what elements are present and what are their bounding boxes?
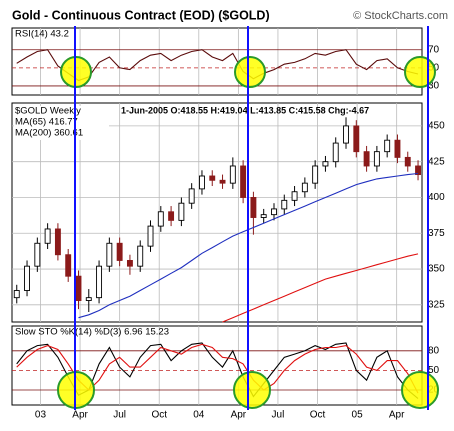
candle-body	[404, 156, 411, 167]
y-tick-label: 50	[428, 365, 440, 376]
x-tick-label: 04	[193, 410, 205, 421]
candle-body	[54, 228, 61, 256]
candle-body	[44, 228, 51, 244]
y-tick-label: 450	[428, 121, 445, 132]
y-tick-label: 70	[428, 44, 440, 55]
legend-entry: MA(200) 360.61	[15, 128, 83, 139]
candle-body	[240, 165, 247, 198]
panel-label: $GOLD Weekly	[15, 106, 81, 117]
candle-body	[199, 175, 205, 190]
x-tick-label: Oct	[310, 410, 326, 421]
x-tick-label: Jul	[272, 410, 285, 421]
x-tick-label: Oct	[151, 410, 167, 421]
candle-body	[178, 202, 185, 221]
price-info: 1-Jun-2005 O:418.55 H:419.04 L:413.85 C:…	[121, 105, 369, 115]
x-tick-label: 05	[352, 410, 364, 421]
candle-body	[384, 139, 391, 153]
series-line	[222, 253, 419, 323]
y-tick-label: 375	[428, 228, 445, 239]
legend-entry: MA(65) 416.77	[15, 117, 78, 128]
candle-body	[106, 242, 113, 267]
plot: 705030325350375400425450805020RSI(14) 43…	[11, 27, 445, 421]
candle-body	[260, 214, 267, 218]
y-tick-label: 325	[428, 299, 445, 310]
candle-body	[137, 245, 144, 267]
candle-body	[312, 165, 319, 184]
candle-body	[126, 260, 133, 267]
candle-body	[209, 175, 216, 181]
candle-body	[168, 211, 175, 221]
candle-body	[250, 197, 257, 218]
highlight	[401, 371, 439, 409]
candle-body	[147, 225, 154, 247]
candle-body	[188, 188, 195, 204]
source: © StockCharts.com	[353, 10, 448, 22]
candle-body	[353, 125, 360, 153]
candle-body	[343, 125, 349, 144]
label-bg	[14, 106, 109, 140]
candle-body	[157, 211, 164, 227]
candle-body	[96, 265, 103, 299]
candle-body	[281, 199, 288, 210]
candle-body	[271, 208, 277, 216]
candle-body	[13, 290, 20, 299]
x-tick-label: Apr	[389, 410, 405, 421]
candle-body	[229, 165, 236, 184]
candle-body	[363, 151, 370, 167]
candle-body	[65, 254, 72, 277]
candle-body	[219, 179, 226, 184]
candle-body	[394, 139, 401, 158]
candle-body	[85, 297, 92, 301]
y-tick-label: 400	[428, 192, 445, 203]
x-tick-label: Apr	[231, 410, 247, 421]
y-tick-label: 30	[428, 81, 440, 92]
candle-body	[116, 242, 123, 261]
panel-label: Slow STO %K(14) %D(3) 6.96 15.23	[15, 327, 169, 338]
panel-label: RSI(14) 43.2	[15, 29, 69, 40]
candle-body	[291, 191, 298, 201]
x-tick-label: Jul	[113, 410, 126, 421]
marker-lines	[74, 26, 429, 410]
x-tick-label: 03	[35, 410, 47, 421]
candle-body	[322, 161, 329, 167]
y-tick-label: 425	[428, 156, 445, 167]
candle-body	[24, 265, 30, 291]
candle-body	[301, 182, 308, 193]
highlight	[233, 371, 271, 409]
y-tick-label: 350	[428, 264, 445, 275]
highlight	[404, 56, 436, 88]
x-tick-label: Apr	[72, 410, 88, 421]
highlight	[234, 56, 266, 88]
chart-title: Gold - Continuous Contract (EOD) ($GOLD)	[12, 8, 270, 22]
candle-body	[332, 142, 339, 163]
candle-body	[373, 151, 380, 167]
candle-body	[75, 275, 82, 301]
y-tick-label: 80	[428, 345, 440, 356]
candle-body	[34, 242, 41, 267]
candle-body	[415, 165, 421, 176]
